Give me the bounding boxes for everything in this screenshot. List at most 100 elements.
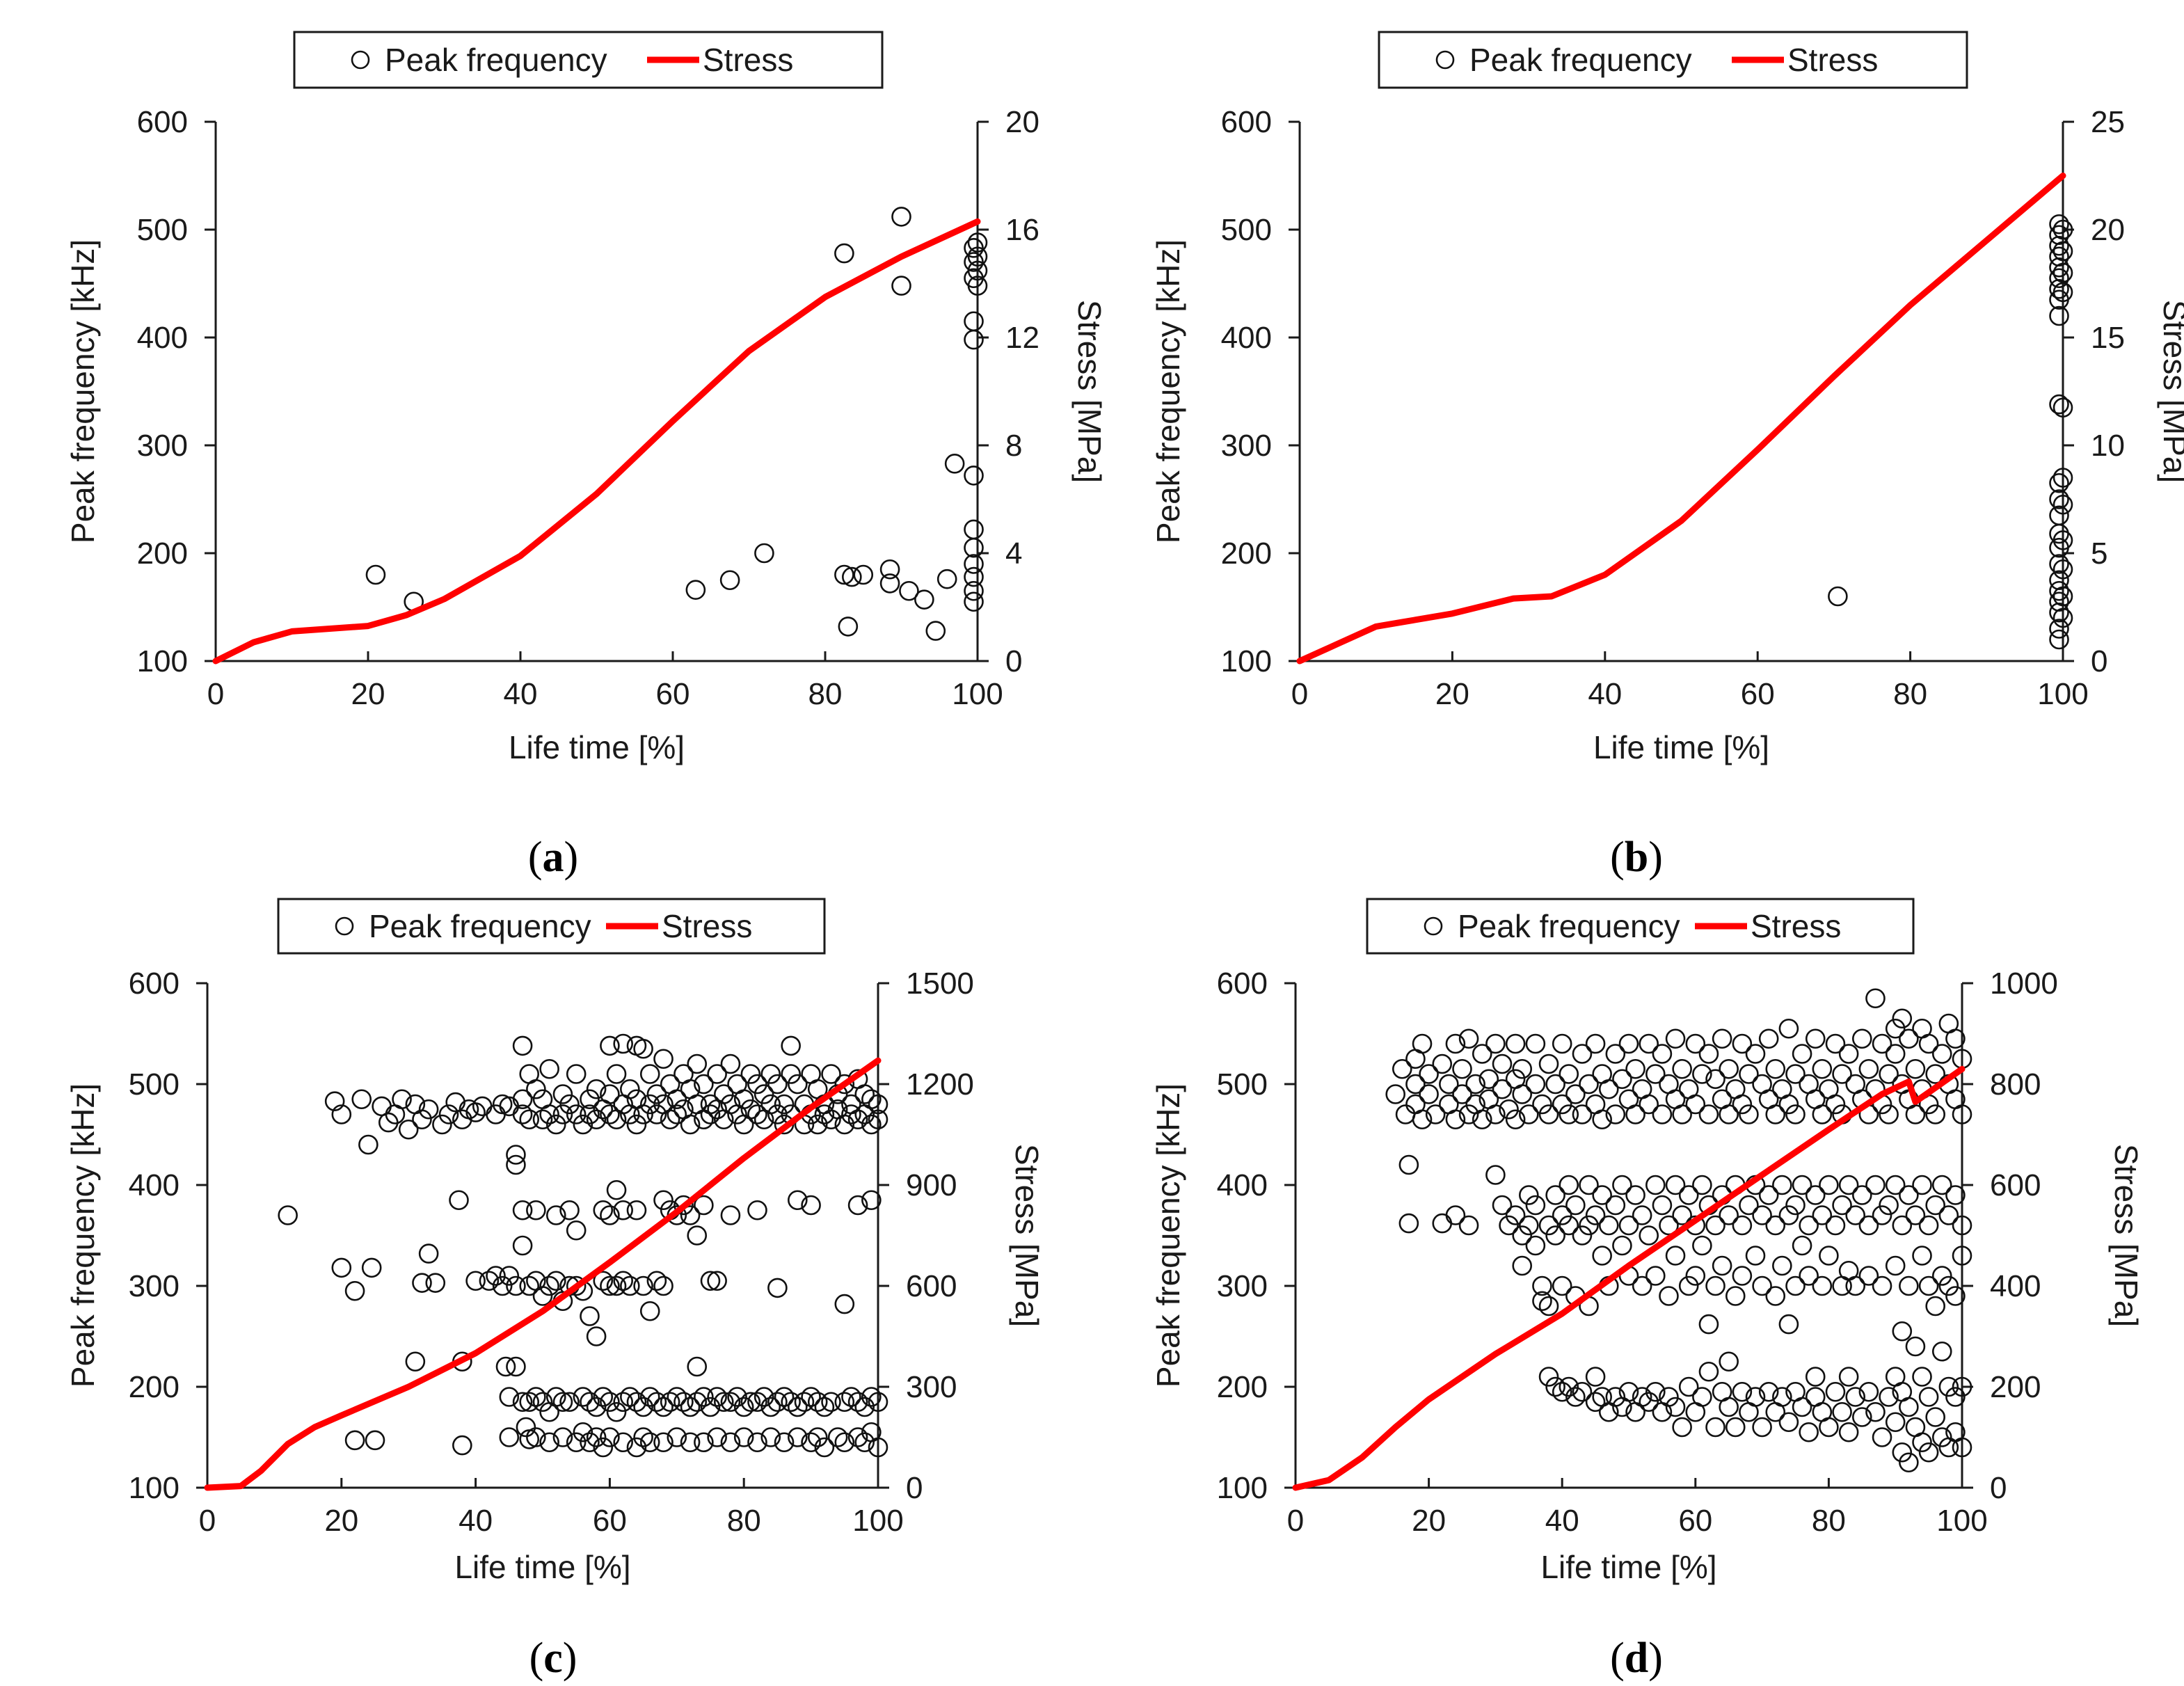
peak-frequency-point xyxy=(1672,1058,1692,1079)
peak-frequency-point xyxy=(633,1275,653,1296)
peak-frequency-point xyxy=(532,1109,553,1130)
peak-frequency-point xyxy=(747,1432,767,1453)
peak-frequency-point xyxy=(1912,1246,1932,1266)
peak-frequency-point xyxy=(1912,1432,1932,1453)
peak-frequency-point xyxy=(586,1427,607,1447)
peak-frequency-point xyxy=(733,1089,754,1110)
peak-frequency-point xyxy=(344,1280,365,1301)
peak-frequency-point xyxy=(1785,1195,1806,1216)
peak-frequency-point xyxy=(532,1286,553,1306)
peak-frequency-point xyxy=(1432,1053,1453,1074)
peak-frequency-point xyxy=(680,1114,701,1135)
peak-frequency-point xyxy=(519,1109,540,1130)
peak-frequency-point xyxy=(834,1294,855,1314)
peak-frequency-point xyxy=(559,1392,580,1413)
x-axis-title: Life time [%] xyxy=(509,729,685,765)
peak-frequency-point xyxy=(516,1417,536,1438)
y-tick-label: 300 xyxy=(137,429,188,463)
peak-frequency-point xyxy=(378,1112,399,1133)
peak-frequency-point xyxy=(1758,1381,1779,1402)
peak-frequency-point xyxy=(1931,1427,1952,1447)
peak-frequency-point xyxy=(707,1271,727,1291)
peak-frequency-point xyxy=(1645,1064,1666,1084)
peak-frequency-point xyxy=(1918,1275,1939,1296)
peak-frequency-point xyxy=(1778,1412,1799,1433)
peak-frequency-point xyxy=(1872,1275,1892,1296)
peak-frequency-point xyxy=(1899,1028,1919,1049)
x-tick-label: 100 xyxy=(852,1504,903,1538)
y2-tick-label: 300 xyxy=(906,1370,957,1404)
peak-frequency-point xyxy=(673,1195,694,1216)
peak-frequency-point xyxy=(1559,1215,1579,1236)
peak-frequency-point xyxy=(1665,1175,1686,1195)
peak-frequency-point xyxy=(767,1074,788,1095)
peak-frequency-point xyxy=(1892,1442,1913,1463)
peak-frequency-point xyxy=(646,1104,667,1124)
peak-frequency-point xyxy=(600,1104,620,1124)
y2-tick-label: 0 xyxy=(1990,1471,2007,1505)
peak-frequency-point xyxy=(418,1099,439,1120)
legend-label-peak-frequency: Peak frequency xyxy=(1469,42,1692,78)
peak-frequency-point xyxy=(2053,397,2073,418)
peak-frequency-point xyxy=(1752,1417,1772,1438)
peak-frequency-point xyxy=(344,1430,365,1451)
peak-frequency-point xyxy=(331,1104,352,1124)
peak-frequency-point xyxy=(694,1074,714,1095)
peak-frequency-point xyxy=(801,1432,821,1453)
peak-frequency-point xyxy=(1778,1314,1799,1335)
y-tick-label: 500 xyxy=(1221,213,1272,247)
peak-frequency-point xyxy=(1865,1401,1886,1422)
peak-frequency-point xyxy=(1892,1215,1913,1236)
panel-d: 0 20 40 60 80 100 100 200 300 400 500 600 0 200 400 600… xyxy=(1150,898,2144,1682)
peak-frequency-point xyxy=(767,1278,788,1298)
peak-frequency-point xyxy=(432,1114,452,1135)
peak-frequency-point xyxy=(707,1064,727,1084)
peak-frequency-point xyxy=(1825,1381,1846,1402)
peak-frequency-point xyxy=(1612,1069,1632,1090)
peak-frequency-point xyxy=(680,1397,701,1417)
peak-frequency-point xyxy=(613,1432,633,1453)
peak-frequency-point xyxy=(2049,619,2069,639)
peak-frequency-point xyxy=(1485,1165,1506,1185)
peak-frequency-point xyxy=(2049,554,2069,574)
peak-frequency-point xyxy=(1739,1064,1759,1084)
peak-frequency-point xyxy=(1765,1104,1786,1124)
peak-frequency-point xyxy=(964,566,984,587)
y2-tick-label: 5 xyxy=(2091,536,2107,571)
legend-frame xyxy=(293,31,884,89)
peak-frequency-point xyxy=(687,1392,708,1413)
peak-frequency-point xyxy=(899,580,919,601)
peak-frequency-point xyxy=(667,1104,687,1124)
legend-label-peak-frequency: Peak frequency xyxy=(369,908,591,944)
y2-tick-label: 400 xyxy=(1990,1269,2041,1303)
peak-frequency-point xyxy=(754,543,774,564)
peak-frequency-point xyxy=(1945,1387,1966,1407)
y-tick-label: 300 xyxy=(1217,1269,1268,1303)
peak-frequency-point xyxy=(1712,1255,1732,1276)
peak-frequency-point xyxy=(1525,1033,1546,1054)
peak-frequency-point xyxy=(767,1392,788,1413)
peak-frequency-point xyxy=(967,276,988,296)
peak-frequency-point xyxy=(586,1397,607,1417)
peak-frequency-series xyxy=(1828,214,2073,650)
peak-frequency-point xyxy=(1938,1205,1959,1225)
peak-frequency-point xyxy=(2049,523,2069,544)
peak-frequency-point xyxy=(1445,1033,1466,1054)
stress-line xyxy=(1292,1065,1966,1491)
peak-frequency-point xyxy=(653,1049,673,1069)
peak-frequency-point xyxy=(1905,1058,1926,1079)
peak-frequency-point xyxy=(2053,530,2073,550)
peak-frequency-point xyxy=(1698,1104,1719,1124)
peak-frequency-point xyxy=(868,1109,888,1130)
peak-frequency-point xyxy=(626,1114,647,1135)
peak-frequency-point xyxy=(492,1275,513,1296)
y2-tick-label: 12 xyxy=(1005,321,1039,355)
peak-frequency-point xyxy=(1912,1175,1932,1195)
x-tick-label: 60 xyxy=(656,677,690,711)
peak-frequency-point xyxy=(633,1038,653,1059)
peak-frequency-point xyxy=(861,1114,882,1135)
peak-frequency-point xyxy=(552,1392,573,1413)
peak-frequency-point xyxy=(1545,1185,1565,1205)
peak-frequency-point xyxy=(2049,580,2069,601)
peak-frequency-point xyxy=(573,1387,593,1407)
